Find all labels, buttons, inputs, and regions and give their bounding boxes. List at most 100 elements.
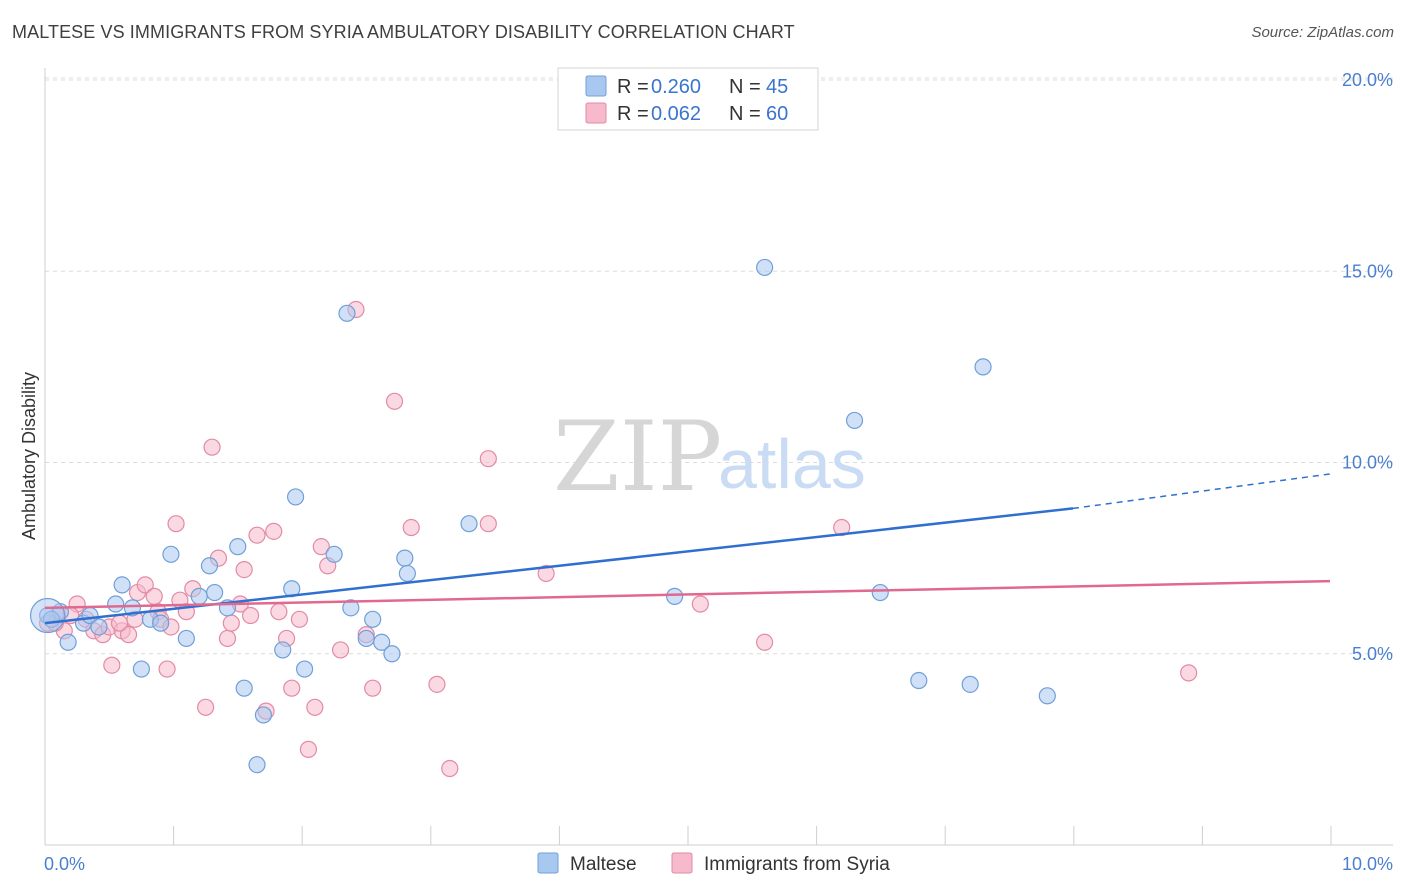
legend-n-value-maltese: 45 bbox=[766, 76, 788, 98]
syria-point bbox=[306, 698, 324, 716]
maltese-point bbox=[200, 557, 219, 575]
maltese-point-large bbox=[29, 597, 66, 634]
maltese-point bbox=[357, 629, 375, 648]
maltese-point bbox=[373, 633, 391, 651]
maltese-point bbox=[152, 614, 170, 632]
syria-point bbox=[1180, 664, 1198, 682]
maltese-point bbox=[206, 583, 224, 602]
syria-point bbox=[364, 679, 382, 697]
x-tick-label: 0.0% bbox=[44, 854, 85, 874]
maltese-point bbox=[974, 358, 992, 376]
bottom-legend: Maltese Immigrants from Syria bbox=[537, 852, 890, 875]
maltese-point bbox=[910, 671, 928, 690]
syria-point bbox=[755, 633, 774, 651]
syria-point bbox=[136, 576, 154, 594]
maltese-point bbox=[342, 599, 360, 617]
tick-labels: 5.0% 10.0% 15.0% 20.0% 0.0% 10.0% bbox=[44, 70, 1393, 874]
syria-point bbox=[110, 614, 129, 632]
maltese-point bbox=[325, 545, 343, 563]
maltese-point bbox=[364, 610, 382, 628]
syria-point bbox=[222, 614, 240, 632]
syria-point bbox=[270, 603, 288, 621]
syria-trend-line bbox=[44, 579, 1331, 610]
maltese-point bbox=[286, 488, 305, 506]
syria-point bbox=[203, 438, 221, 456]
maltese-trend-extension bbox=[1072, 473, 1331, 510]
trend-lines bbox=[44, 473, 1331, 625]
maltese-point bbox=[1038, 687, 1056, 705]
maltese-point bbox=[229, 538, 247, 556]
maltese-point bbox=[177, 629, 195, 648]
syria-point bbox=[197, 698, 215, 716]
legend-r-label-syria: R = bbox=[617, 103, 649, 125]
syria-point bbox=[290, 610, 309, 628]
maltese-point bbox=[235, 679, 253, 697]
watermark-zip: ZIP bbox=[553, 401, 722, 513]
maltese-point bbox=[871, 583, 889, 602]
maltese-point bbox=[396, 549, 414, 567]
syria-point bbox=[312, 538, 330, 556]
maltese-point bbox=[132, 660, 150, 678]
source-label: Source: ZipAtlas.com bbox=[1251, 24, 1394, 41]
legend-box: R = 0.260 N = 45 R = 0.062 N = 60 bbox=[557, 67, 819, 131]
legend-swatch-syria bbox=[585, 102, 607, 124]
maltese-point bbox=[460, 515, 478, 533]
chart-title: MALTESE VS IMMIGRANTS FROM SYRIA AMBULAT… bbox=[12, 22, 795, 42]
syria-point bbox=[479, 450, 497, 468]
maltese-point bbox=[90, 618, 108, 636]
legend-r-label-maltese: R = bbox=[617, 76, 649, 98]
maltese-point bbox=[107, 595, 125, 613]
legend-n-value-syria: 60 bbox=[766, 103, 788, 125]
legend-r-value-maltese: 0.260 bbox=[651, 76, 701, 98]
x-tick-label: 10.0% bbox=[1342, 854, 1393, 874]
scatter-points bbox=[29, 258, 1198, 778]
maltese-point bbox=[274, 641, 292, 659]
syria-point bbox=[218, 629, 237, 648]
syria-point bbox=[167, 515, 185, 533]
syria-point bbox=[145, 587, 163, 605]
maltese-point bbox=[961, 675, 979, 693]
syria-point bbox=[691, 595, 709, 613]
maltese-point bbox=[248, 756, 266, 774]
maltese-point bbox=[755, 258, 774, 277]
syria-point bbox=[283, 679, 301, 697]
maltese-point bbox=[666, 587, 684, 605]
maltese-trend-line bbox=[44, 507, 1074, 625]
syria-point bbox=[479, 515, 497, 533]
bottom-legend-swatch-syria bbox=[671, 852, 693, 874]
syria-point bbox=[441, 759, 459, 778]
syria-point bbox=[158, 660, 176, 678]
bottom-legend-label-maltese: Maltese bbox=[570, 854, 637, 875]
legend-r-value-syria: 0.062 bbox=[651, 103, 701, 125]
maltese-point bbox=[398, 564, 416, 583]
maltese-point bbox=[59, 633, 77, 651]
syria-point bbox=[265, 522, 283, 540]
watermark: ZIP atlas bbox=[553, 401, 866, 513]
syria-point bbox=[103, 656, 121, 674]
axes bbox=[44, 68, 1393, 846]
syria-point bbox=[248, 526, 266, 544]
syria-point bbox=[299, 740, 318, 758]
syria-point bbox=[385, 392, 404, 410]
syria-point bbox=[402, 518, 420, 537]
syria-point bbox=[537, 564, 555, 583]
watermark-atlas: atlas bbox=[718, 425, 866, 503]
syria-point bbox=[235, 560, 253, 579]
syria-point bbox=[242, 606, 260, 625]
syria-point bbox=[119, 626, 138, 644]
maltese-point bbox=[254, 706, 273, 724]
syria-point bbox=[331, 641, 350, 659]
maltese-point bbox=[162, 545, 180, 563]
y-tick-label: 10.0% bbox=[1342, 453, 1393, 473]
maltese-point bbox=[190, 587, 208, 605]
maltese-point bbox=[113, 576, 131, 594]
maltese-point bbox=[295, 660, 314, 678]
y-tick-label: 15.0% bbox=[1342, 261, 1393, 281]
legend-n-label-syria: N = bbox=[729, 103, 761, 125]
y-tick-label: 5.0% bbox=[1352, 644, 1393, 664]
bottom-legend-label-syria: Immigrants from Syria bbox=[704, 854, 890, 875]
y-tick-label: 20.0% bbox=[1342, 70, 1393, 90]
maltese-point bbox=[338, 304, 356, 322]
syria-point bbox=[833, 518, 851, 537]
maltese-point bbox=[383, 645, 401, 663]
